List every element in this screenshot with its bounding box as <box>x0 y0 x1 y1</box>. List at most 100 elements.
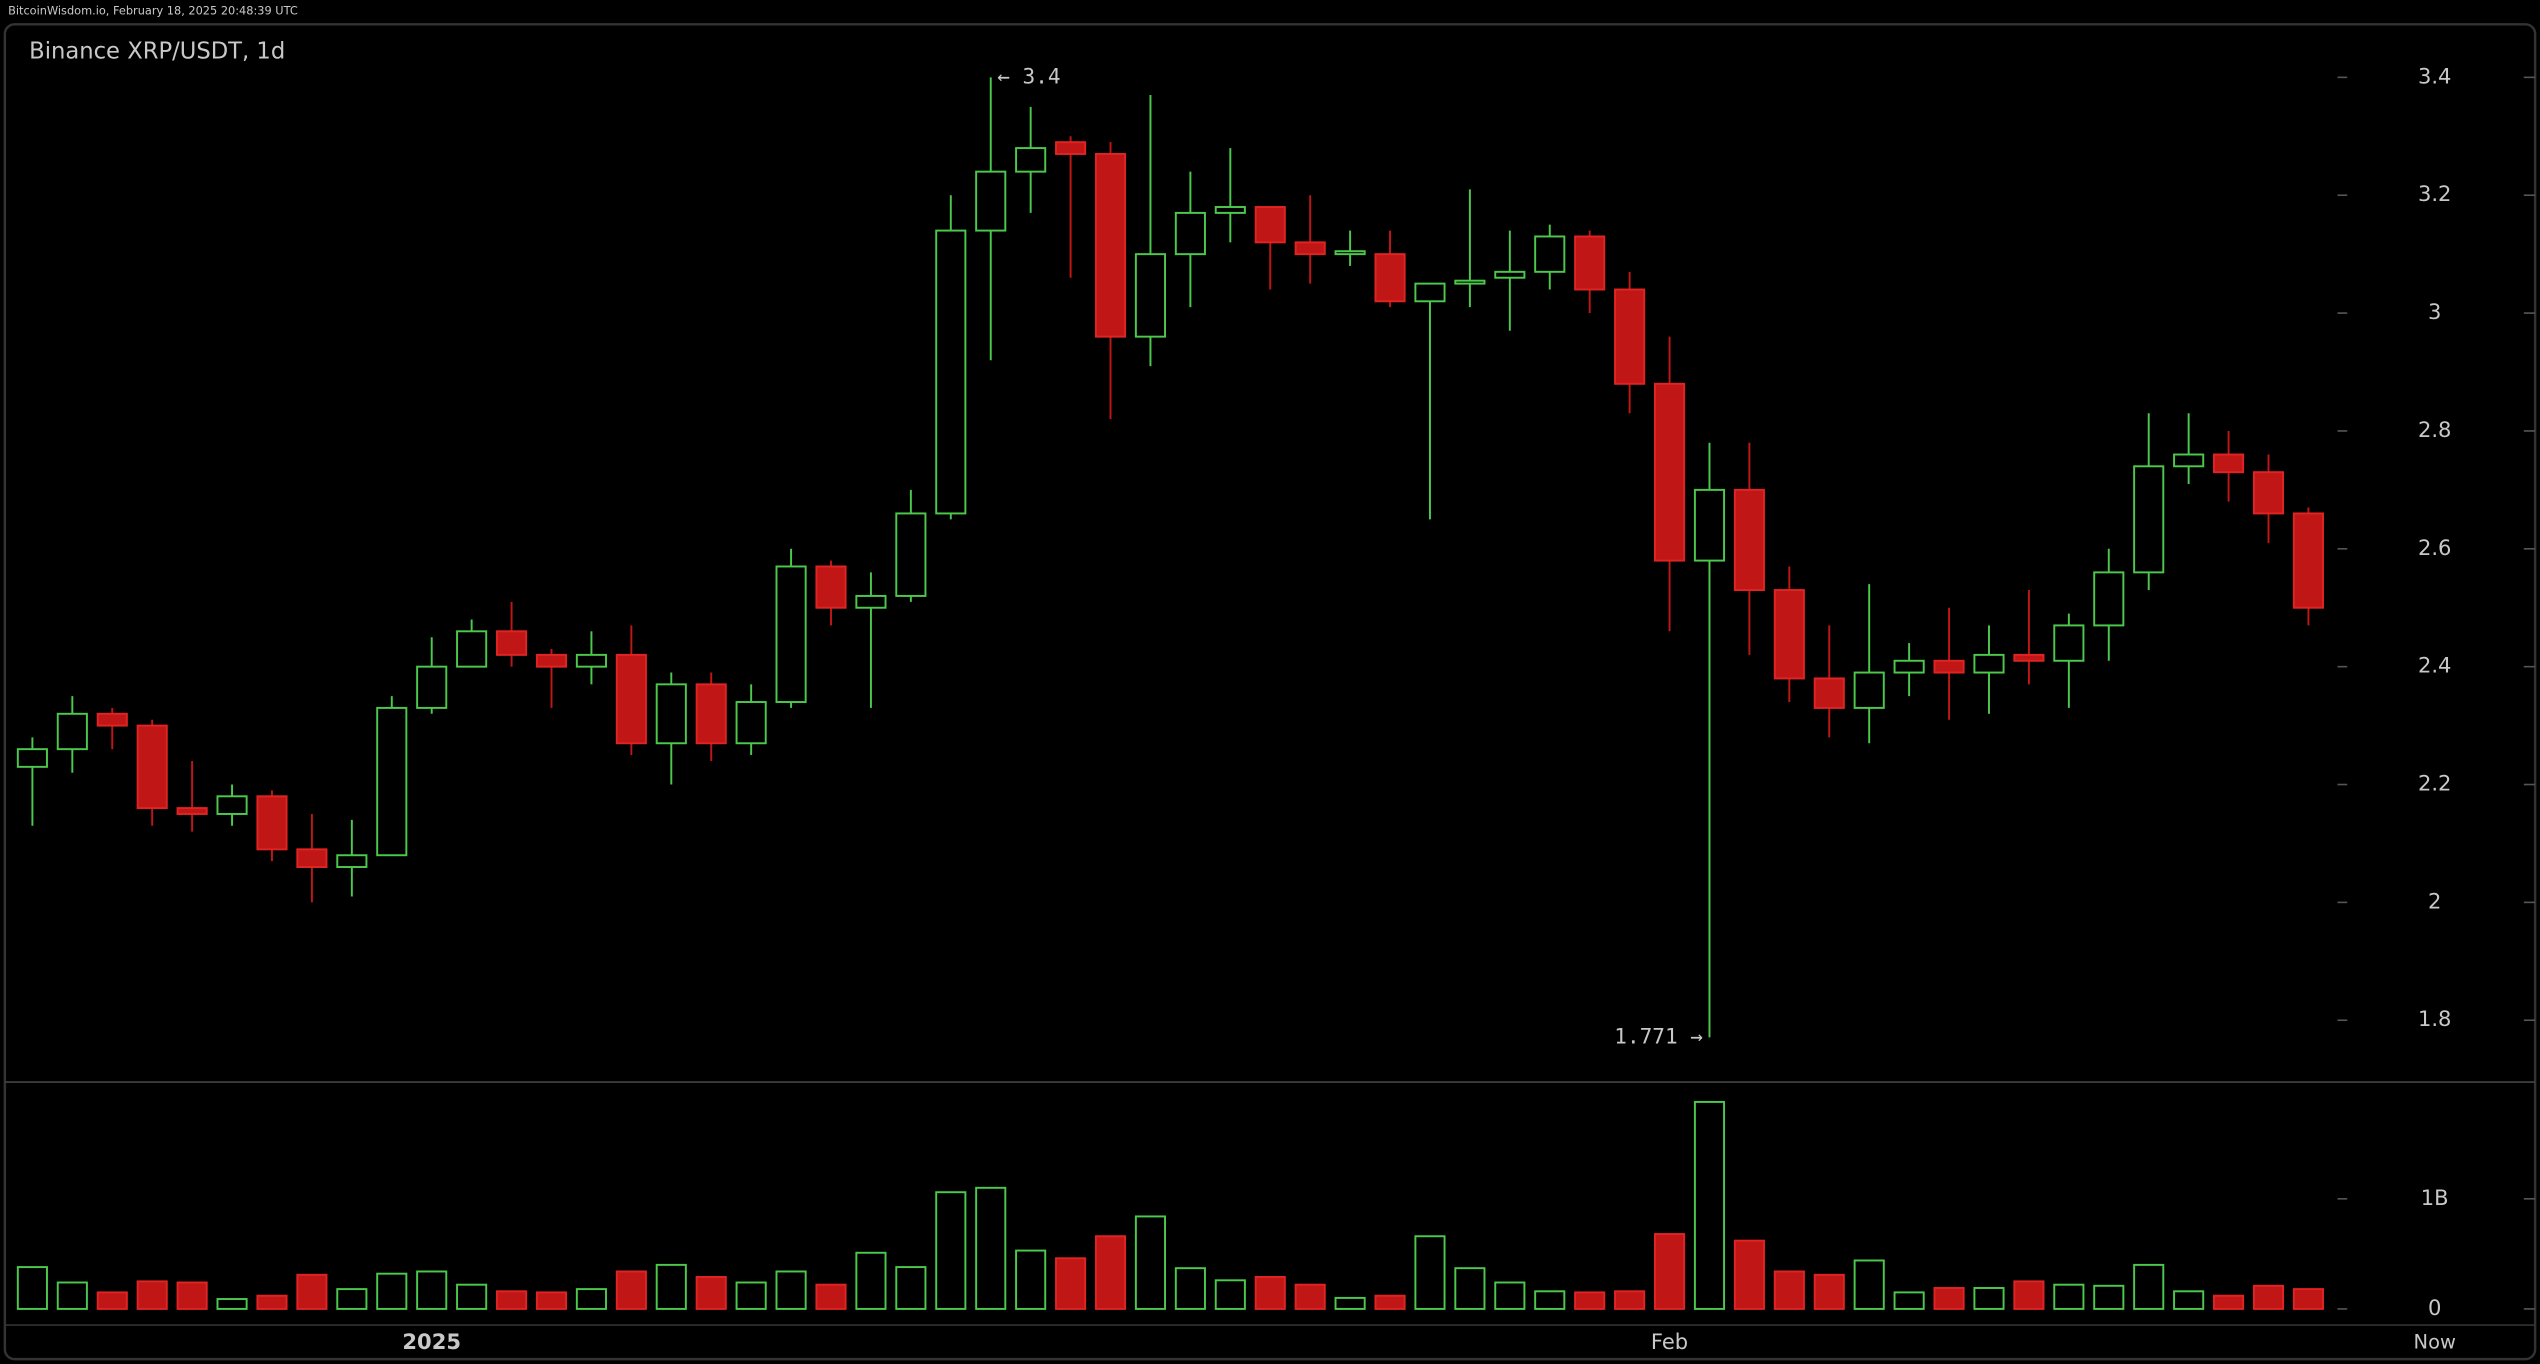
candle-body <box>1773 589 1805 680</box>
candle-body <box>775 565 807 703</box>
y-tick-label: 2.4 <box>2418 653 2451 678</box>
volume-bar <box>1214 1279 1246 1310</box>
candle-body <box>2133 465 2165 574</box>
volume-bar <box>1853 1259 1885 1310</box>
candle-body <box>855 594 887 609</box>
chart-title: Binance XRP/USDT, 1d <box>29 38 285 64</box>
volume-bar <box>336 1288 368 1310</box>
volume-bar <box>1015 1249 1047 1310</box>
candle-body <box>1933 659 1965 674</box>
candle-body <box>1094 152 1127 338</box>
candle-body <box>1254 206 1286 244</box>
volume-bar <box>1534 1290 1566 1310</box>
candle-body <box>655 683 687 745</box>
candle-body <box>1813 677 1845 709</box>
candle-body <box>136 724 168 810</box>
candle-body <box>1733 488 1765 592</box>
candle-body <box>1614 288 1646 385</box>
volume-bar <box>2252 1284 2285 1310</box>
candle-body <box>296 848 328 868</box>
candle-body <box>456 630 488 668</box>
candle-body <box>2292 512 2324 609</box>
volume-bar <box>2173 1290 2205 1310</box>
candle-body <box>1893 659 1925 674</box>
candle-body <box>2093 571 2125 627</box>
candle-body <box>1294 241 1326 256</box>
x-tick-label: Feb <box>1651 1329 1688 1354</box>
y-tick-label: 2.6 <box>2418 535 2451 560</box>
candle-body <box>1693 488 1726 562</box>
volume-bar <box>1494 1281 1526 1310</box>
volume-bar <box>1693 1100 1726 1310</box>
candle-body <box>496 630 528 656</box>
candle-body <box>1414 282 1446 303</box>
volume-bar <box>935 1191 967 1310</box>
candle-body <box>815 565 847 609</box>
volume-bar <box>496 1290 528 1310</box>
volume-bar <box>2292 1288 2324 1310</box>
candle-body <box>1015 147 1047 173</box>
candle-body <box>336 854 368 868</box>
volume-bar <box>1773 1270 1805 1310</box>
candle-body <box>1574 235 1606 291</box>
candle-body <box>1853 671 1885 709</box>
y-tick-label: 2 <box>2428 888 2441 913</box>
candle-body <box>1653 382 1686 562</box>
volume-bar <box>1334 1296 1366 1310</box>
candle-body <box>216 795 248 815</box>
volume-bar <box>1055 1257 1087 1310</box>
volume-bar <box>1933 1287 1965 1310</box>
candle-body <box>575 653 607 668</box>
candle-body <box>1973 653 2005 674</box>
y-tick-label: 2.8 <box>2418 417 2451 442</box>
volume-bar <box>1294 1283 1326 1310</box>
volume-bar <box>1653 1233 1686 1310</box>
volume-bar <box>96 1291 128 1310</box>
volume-bar <box>1454 1267 1486 1310</box>
volume-bar <box>1813 1273 1845 1310</box>
candle-body <box>695 683 727 745</box>
candle-body <box>16 748 48 768</box>
candle-body <box>975 170 1007 232</box>
source-stamp: BitcoinWisdom.io, February 18, 2025 20:4… <box>8 3 298 17</box>
volume-bar <box>376 1272 408 1310</box>
volume-bar <box>655 1263 687 1310</box>
y-tick-label: 2.2 <box>2418 771 2451 796</box>
volume-bar <box>855 1251 887 1310</box>
candle-body <box>256 795 288 851</box>
volume-bar <box>2213 1294 2245 1310</box>
volume-bar <box>615 1270 647 1310</box>
volume-bar <box>1414 1235 1446 1310</box>
candle-body <box>1134 253 1167 338</box>
now-label: Now <box>2414 1330 2456 1353</box>
volume-bar <box>1134 1215 1167 1310</box>
candle-body <box>1374 253 1406 303</box>
volume-bar <box>975 1186 1007 1310</box>
volume-tick-label: 0 <box>2428 1295 2441 1320</box>
candle-body <box>2053 624 2085 662</box>
volume-bar <box>416 1270 448 1310</box>
volume-bar <box>575 1288 607 1310</box>
volume-bar <box>1374 1294 1406 1310</box>
volume-bar <box>2133 1263 2165 1310</box>
volume-bar <box>456 1283 488 1310</box>
candle-body <box>2173 453 2205 468</box>
volume-bar <box>1733 1239 1765 1310</box>
volume-bar <box>2053 1283 2085 1310</box>
volume-bar <box>2013 1280 2045 1310</box>
candle-body <box>1055 141 1087 155</box>
annotation-high: ← 3.4 <box>997 63 1060 88</box>
volume-bar <box>815 1283 847 1310</box>
y-tick-label: 3.2 <box>2418 181 2451 206</box>
candle-body <box>1494 270 1526 279</box>
candle-body <box>895 512 927 597</box>
volume-bar <box>1614 1290 1646 1310</box>
volume-bar <box>2093 1284 2125 1310</box>
candle-body <box>176 807 208 815</box>
volume-bar <box>1893 1291 1925 1310</box>
volume-bar <box>136 1280 168 1310</box>
candle-body <box>2252 471 2285 515</box>
